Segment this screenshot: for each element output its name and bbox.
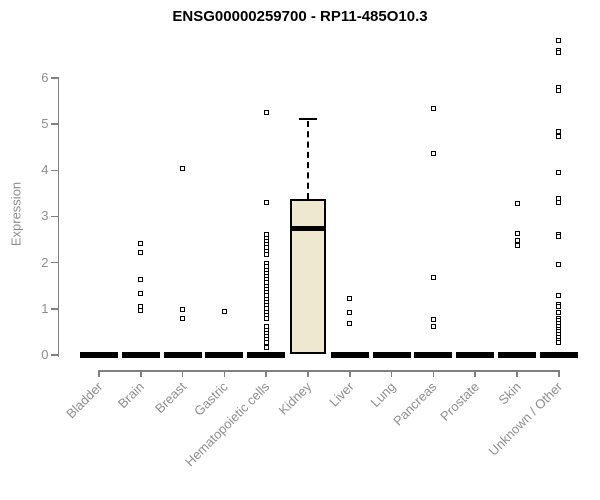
outlier-point	[347, 295, 353, 301]
outlier-point	[556, 262, 562, 268]
outlier-point	[556, 169, 562, 175]
outlier-point	[430, 105, 436, 111]
outlier-point	[556, 340, 562, 346]
chart-title: ENSG00000259700 - RP11-485O10.3	[172, 8, 428, 25]
zero-median-bar	[163, 352, 202, 358]
y-axis-tick-label: 3	[41, 208, 49, 224]
x-axis-tick	[516, 370, 518, 377]
y-axis-tick	[50, 123, 58, 125]
outlier-point	[180, 315, 186, 321]
y-axis-tick	[50, 261, 58, 264]
whisker-cap	[299, 117, 317, 121]
outlier-point	[556, 87, 562, 93]
outlier-point	[556, 133, 562, 139]
x-axis-tick	[98, 370, 100, 377]
outlier-point	[556, 200, 562, 206]
zero-median-bar	[121, 352, 160, 358]
outlier-point	[263, 316, 269, 322]
x-axis-category-label: Breast	[152, 379, 190, 417]
outlier-point	[556, 195, 562, 201]
outlier-point	[430, 275, 436, 281]
zero-median-bar	[330, 352, 369, 358]
zero-median-bar	[539, 352, 578, 358]
outlier-point	[138, 307, 144, 313]
y-axis-tick-label: 6	[41, 69, 49, 85]
outlier-point	[180, 165, 186, 171]
x-axis-category-label: Kidney	[275, 379, 315, 418]
y-axis-tick-label: 4	[41, 162, 49, 178]
outlier-point	[556, 233, 562, 239]
outlier-point	[138, 240, 144, 246]
outlier-point	[347, 310, 353, 316]
outlier-point	[556, 304, 562, 310]
outlier-point	[430, 317, 436, 323]
outlier-point	[514, 242, 520, 248]
outlier-point	[263, 344, 269, 350]
x-axis-category-label: Pancreas	[390, 379, 441, 429]
outlier-point	[138, 249, 144, 255]
outlier-point	[556, 293, 562, 299]
outlier-point	[263, 200, 269, 206]
y-axis-tick	[50, 169, 58, 172]
zero-median-bar	[414, 352, 453, 358]
zero-median-bar	[205, 352, 244, 358]
outlier-point	[556, 50, 562, 56]
outlier-point	[221, 308, 227, 314]
x-axis-tick	[181, 370, 184, 377]
y-axis-tick-label: 0	[41, 347, 49, 362]
x-axis-category-label: Bladder	[63, 379, 106, 422]
outlier-point	[430, 150, 436, 156]
y-axis-line	[57, 77, 59, 357]
outlier-point	[180, 306, 186, 312]
x-axis-category-label: Liver	[325, 379, 357, 410]
outlier-point	[556, 37, 562, 43]
outlier-point	[263, 251, 269, 257]
outlier-point	[514, 230, 520, 236]
outlier-point	[138, 276, 144, 282]
box-iqr	[290, 198, 326, 355]
x-axis-line	[98, 370, 560, 372]
x-axis-category-label: Gastric	[191, 379, 232, 419]
y-axis-tick-label: 5	[41, 116, 49, 132]
x-axis-tick	[390, 370, 393, 377]
x-axis-tick	[265, 370, 267, 377]
y-axis-tick-label: 2	[41, 254, 49, 270]
x-axis-tick	[307, 370, 309, 377]
x-axis-tick	[474, 370, 476, 377]
outlier-point	[347, 320, 353, 326]
x-axis-tick	[223, 370, 226, 377]
zero-median-bar	[80, 352, 118, 358]
y-axis-title: Expression	[8, 181, 24, 247]
y-axis-tick	[50, 77, 58, 79]
zero-median-bar	[498, 352, 536, 358]
zero-median-bar	[456, 352, 495, 358]
outlier-point	[263, 109, 269, 115]
outlier-point	[514, 200, 520, 206]
zero-median-bar	[247, 352, 286, 358]
x-axis-tick	[558, 370, 560, 377]
x-axis-category-label: Brain	[115, 379, 148, 412]
outlier-point	[430, 324, 436, 330]
x-axis-category-label: Lung	[367, 379, 399, 411]
x-axis-tick	[432, 370, 435, 377]
x-axis-category-label: Skin	[495, 379, 524, 408]
y-axis-tick-label: 1	[41, 300, 49, 316]
zero-median-bar	[372, 352, 411, 358]
y-axis-tick	[50, 354, 58, 356]
y-axis-tick	[50, 308, 58, 310]
outlier-point	[514, 237, 520, 243]
whisker-line	[307, 120, 309, 199]
x-axis-category-label: Unknown / Other	[485, 379, 566, 459]
outlier-point	[556, 309, 562, 315]
x-axis-tick	[349, 370, 351, 377]
x-axis-tick	[140, 370, 142, 377]
y-axis-tick	[50, 215, 58, 218]
x-axis-category-label: Prostate	[436, 379, 482, 424]
outlier-point	[138, 290, 144, 296]
median-line	[290, 225, 326, 231]
